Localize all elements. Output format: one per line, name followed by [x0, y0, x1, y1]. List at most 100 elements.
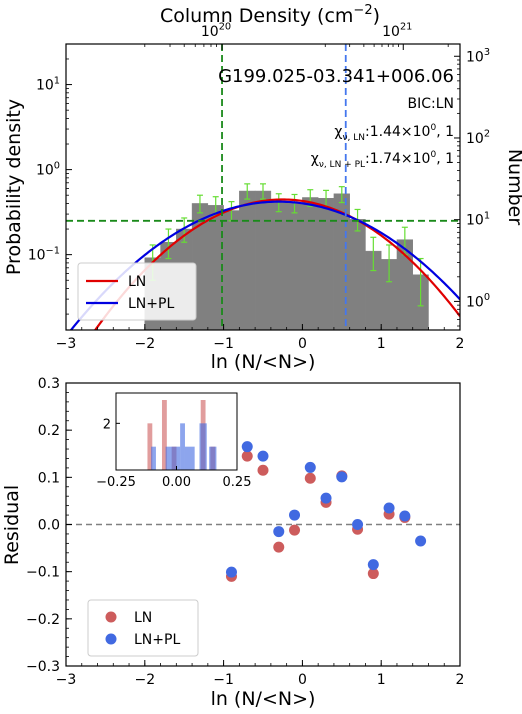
x-tick-label: −2	[134, 672, 155, 688]
error-bar	[338, 186, 345, 204]
source-title: G199.025-03.341+006.06	[218, 66, 454, 87]
error-bar	[260, 183, 266, 200]
error-bar	[181, 217, 188, 243]
inset-bar-ln	[147, 423, 153, 470]
residual-point-lnpl	[367, 559, 379, 571]
top-ylabel-right: Number	[504, 149, 522, 226]
histogram-bar	[317, 198, 335, 331]
top-tick-label: 1020	[201, 22, 231, 40]
y-tick-label: 10−1	[28, 245, 60, 263]
residual-point-lnpl	[241, 441, 253, 453]
bottom-panel: −3 −2 −1 0 1 2 0.3 0.2 0.1 0.0 −0.1 −0.2 −0.3 Residu…	[1, 376, 464, 710]
residual-points	[225, 441, 427, 582]
x-tick-label: −1	[213, 672, 234, 688]
y-right-tick-label: 102	[466, 129, 490, 147]
inset-x-tick-label: 0.00	[162, 475, 191, 490]
residual-point-lnpl	[415, 535, 427, 547]
residual-point-lnpl	[383, 502, 395, 514]
residual-point-lnpl	[320, 492, 332, 504]
legend-label-res-ln: LN	[134, 610, 152, 626]
reference-lines	[66, 44, 460, 330]
error-bar	[386, 244, 393, 283]
bottom-axis-ticks: −3 −2 −1 0 1 2 0.3 0.2 0.1 0.0 −0.1 −0.2 −0.3	[26, 376, 464, 688]
top-legend: LN LN+PL	[77, 262, 197, 321]
chi-lnpl-annotation: χν, LN + PL:1.74×100, 1	[311, 150, 454, 170]
inset-y-tick-label: 2	[103, 417, 111, 432]
x-tick-label: −1	[213, 336, 234, 352]
inset-bar-lnpl	[170, 446, 181, 470]
y-tick-label: −0.1	[26, 565, 60, 581]
bic-annotation: BIC:LN	[408, 96, 455, 112]
x-tick-label: −3	[56, 336, 77, 352]
top-plot-frame	[65, 43, 461, 331]
inset-bar-lnpl	[180, 423, 185, 470]
residual-point-lnpl	[289, 509, 301, 521]
inset-histogram: −0.25 0.00 0.25 2	[96, 392, 251, 490]
histogram-bar	[254, 190, 272, 331]
inset-bar-lnpl	[165, 446, 171, 470]
residual-point-lnpl	[257, 450, 269, 462]
histogram-bar	[223, 210, 240, 331]
inset-bar-lnpl	[184, 446, 195, 470]
inset-bars	[147, 400, 217, 470]
inset-x-tick-label: 0.25	[223, 475, 252, 490]
error-bar	[196, 194, 203, 214]
histogram-bar	[302, 197, 319, 331]
y-tick-label: 0.2	[38, 423, 60, 439]
y-tick-label: 100	[36, 160, 60, 178]
inset-bar-lnpl	[209, 446, 217, 470]
x-tick-label: 1	[377, 672, 386, 688]
y-right-tick-label: 103	[466, 47, 490, 65]
top-tick-label: 1021	[382, 22, 412, 40]
residual-point-ln	[289, 524, 301, 536]
top-legend-box	[77, 262, 197, 321]
legend-label-res-lnpl: LN+PL	[134, 632, 180, 648]
histogram-bar	[239, 190, 256, 331]
inset-x-tick-label: −0.25	[96, 475, 136, 490]
legend-label-lnpl: LN+PL	[128, 296, 174, 312]
residual-point-lnpl	[304, 461, 316, 473]
residual-point-lnpl	[273, 526, 285, 538]
bottom-legend: LN LN+PL	[87, 599, 199, 657]
y-tick-label: 101	[36, 75, 60, 93]
legend-marker-lnpl	[105, 633, 117, 645]
y-tick-label: −0.3	[26, 659, 60, 675]
error-bar	[244, 183, 251, 200]
residual-point-lnpl	[336, 471, 348, 483]
x-tick-label: 1	[377, 336, 386, 352]
bottom-ylabel: Residual	[1, 485, 23, 565]
y-right-tick-label: 100	[466, 292, 490, 310]
x-tick-label: 2	[456, 336, 465, 352]
residual-point-ln	[367, 568, 379, 580]
y-tick-label: −0.2	[26, 612, 60, 628]
residual-point-ln	[273, 541, 285, 553]
chi-ln-annotation: χν, LN:1.44×100, 1	[334, 123, 454, 143]
x-tick-label: −2	[134, 336, 155, 352]
error-bar	[370, 236, 377, 272]
inset-ticks: −0.25 0.00 0.25 2	[96, 417, 251, 490]
x-tick-label: 0	[298, 672, 307, 688]
residual-point-lnpl	[225, 566, 237, 578]
residual-point-lnpl	[399, 510, 411, 522]
x-tick-label: 2	[456, 672, 465, 688]
error-bar	[291, 193, 298, 214]
inset-bar-ln	[161, 400, 167, 470]
x-tick-label: 0	[298, 336, 307, 352]
bottom-xlabel: ln (N/<N>)	[211, 688, 316, 710]
histogram-bar	[349, 219, 366, 331]
residual-point-ln	[304, 472, 316, 484]
residual-point-lnpl	[352, 519, 364, 530]
top-xlabel: ln (N/<N>)	[211, 351, 316, 373]
top-xlabel-top: Column Density (cm−2)	[160, 3, 380, 27]
y-tick-label: 0.3	[38, 376, 60, 392]
top-axis-ticks: −3 −2 −1 0 1 2 101 100 10−1 103 102 101 100 1020 1021	[28, 22, 490, 352]
legend-marker-ln	[105, 611, 117, 623]
error-bar	[165, 228, 172, 260]
y-tick-label: 0.1	[38, 470, 60, 486]
inset-bar-lnpl	[151, 446, 156, 470]
y-tick-label: 0.0	[38, 518, 60, 534]
inset-bar-lnpl	[199, 423, 207, 470]
top-ylabel: Probability density	[3, 99, 25, 275]
